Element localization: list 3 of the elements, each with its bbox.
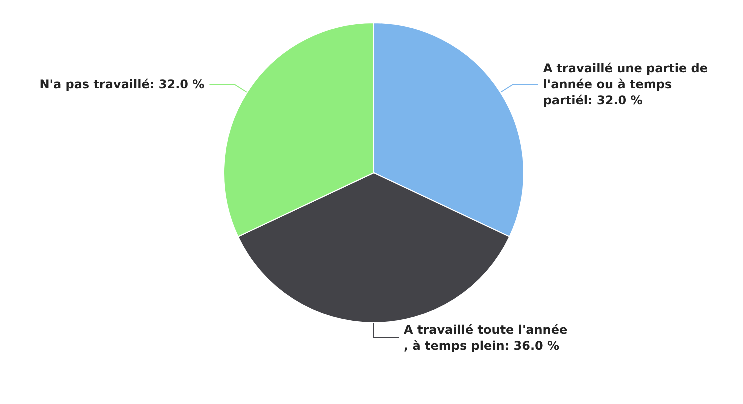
slice-label: N'a pas travaillé: 32.0 % <box>40 78 205 92</box>
slice-label: A travaillé toute l'année, à temps plein: 36.0 % <box>404 323 568 353</box>
slice-label: A travaillé une partie de l'année ou à temps partiél: 32.0 % <box>543 62 712 108</box>
